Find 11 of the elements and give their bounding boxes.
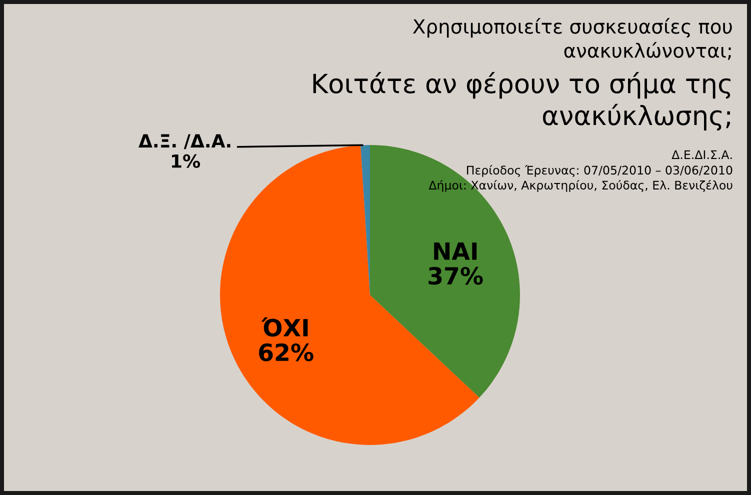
text: Δήμοι: Χανίων, Ακρωτηρίου, Σούδας, Ελ. Βενιζέλου xyxy=(428,180,732,192)
data-label: 1% xyxy=(172,154,200,168)
chart-subtitle: Κοιτάτε αν φέρουν το σήμα της ανακύκλωσης; xyxy=(313,72,730,131)
text: Περίοδος Έρευνας: 07/05/2010 – 03/06/2010 xyxy=(467,165,732,177)
slice-label: ΌΧΙ xyxy=(261,317,308,337)
slice-label: ΝΑΙ xyxy=(434,242,477,260)
data-label: 37% xyxy=(428,266,483,285)
data-label: 62% xyxy=(259,343,314,362)
slice-label: Δ.Ξ. /Δ.Α. xyxy=(138,134,230,150)
text: Χρησιμοποιείτε συσκευασίες που ανακυκλώνονται; xyxy=(412,18,732,60)
text: Δ.Ε.ΔΙ.Σ.Α. xyxy=(672,150,732,159)
